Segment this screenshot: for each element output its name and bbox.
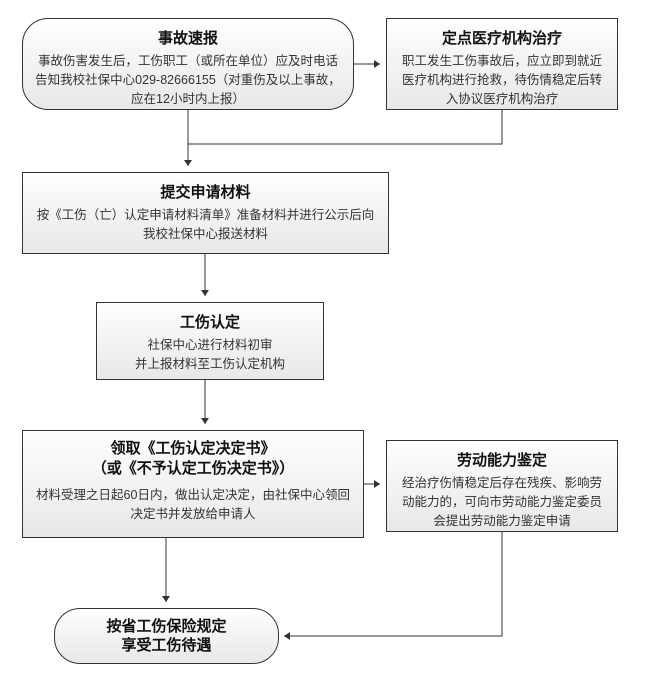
node-body: 按《工伤（亡）认定申请材料清单》准备材料并进行公示后向我校社保中心报送材料 <box>35 206 376 244</box>
node-body: 事故伤害发生后，工伤职工（或所在单位）应及时电话告知我校社保中心029-8266… <box>35 52 341 108</box>
node-benefits: 按省工伤保险规定享受工伤待遇 <box>54 608 279 664</box>
node-body: 职工发生工伤事故后，应立即到就近医疗机构进行抢救，待伤情稳定后转入协议医疗机构治… <box>399 52 605 108</box>
node-capacity-assessment: 劳动能力鉴定 经治疗伤情稳定后存在残疾、影响劳动能力的，可向市劳动能力鉴定委员会… <box>386 440 618 532</box>
node-body: 材料受理之日起60日内，做出认定决定，由社保中心领回决定书并发放给申请人 <box>35 486 351 524</box>
node-title: 事故速报 <box>35 27 341 48</box>
node-accident-report: 事故速报 事故伤害发生后，工伤职工（或所在单位）应及时电话告知我校社保中心029… <box>22 18 354 110</box>
node-title: 工伤认定 <box>109 311 311 332</box>
node-submit-materials: 提交申请材料 按《工伤（亡）认定申请材料清单》准备材料并进行公示后向我校社保中心… <box>22 172 389 254</box>
node-injury-identification: 工伤认定 社保中心进行材料初审并上报材料至工伤认定机构 <box>96 302 324 380</box>
node-title: 按省工伤保险规定享受工伤待遇 <box>106 617 226 656</box>
node-receive-decision: 领取《工伤认定决定书》（或《不予认定工伤决定书》） 材料受理之日起60日内，做出… <box>22 430 364 538</box>
node-title: 劳动能力鉴定 <box>399 449 605 470</box>
node-medical-treatment: 定点医疗机构治疗 职工发生工伤事故后，应立即到就近医疗机构进行抢救，待伤情稳定后… <box>386 18 618 110</box>
node-title: 定点医疗机构治疗 <box>399 27 605 48</box>
node-body: 经治疗伤情稳定后存在残疾、影响劳动能力的，可向市劳动能力鉴定委员会提出劳动能力鉴… <box>399 474 605 530</box>
node-title: 提交申请材料 <box>35 181 376 202</box>
node-body: 社保中心进行材料初审并上报材料至工伤认定机构 <box>109 336 311 374</box>
node-title: 领取《工伤认定决定书》（或《不予认定工伤决定书》） <box>35 439 351 478</box>
